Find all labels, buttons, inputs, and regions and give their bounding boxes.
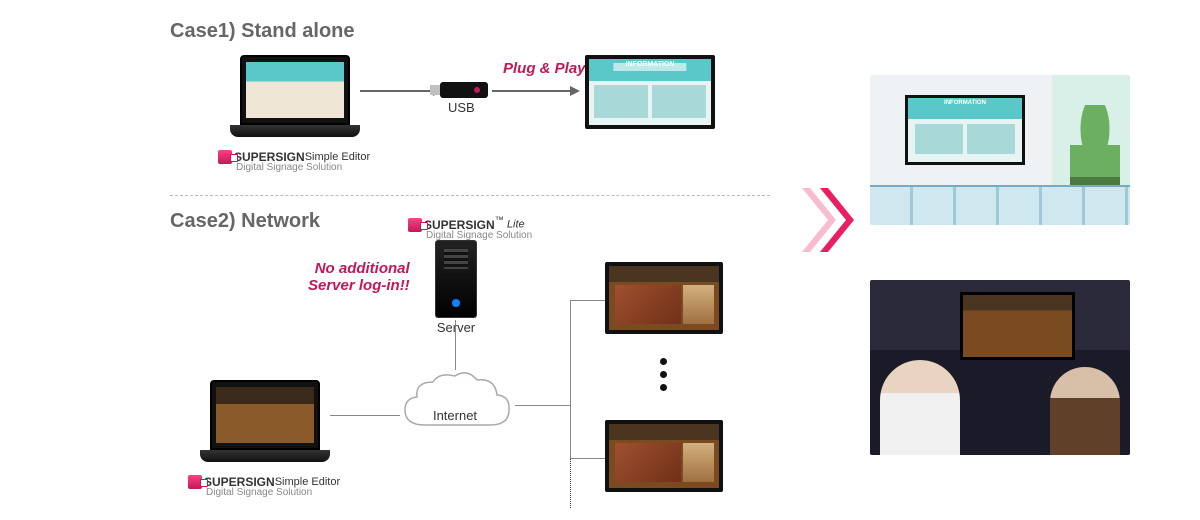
line-branch-v — [570, 300, 571, 458]
callout-line2: Server log-in!! — [308, 277, 410, 294]
person-left-icon — [880, 360, 960, 455]
line-branch-bottom — [570, 458, 605, 459]
case1-display: INFORMATION — [585, 55, 715, 129]
diner-wall-display — [960, 292, 1075, 360]
case1-supersign-logo: SUPERSIGNSimple Editor Digital Signage S… — [218, 150, 370, 173]
scene-restaurant — [870, 280, 1130, 455]
case1-laptop — [230, 55, 360, 140]
person-right-icon — [1050, 367, 1120, 455]
scene-office: INFORMATION — [870, 75, 1130, 225]
case1-callout: Plug & Play!! — [503, 60, 596, 77]
office-tv-title: INFORMATION — [908, 100, 1022, 106]
internet-label: Internet — [395, 408, 515, 423]
case2-laptop — [200, 380, 330, 465]
server-icon — [435, 240, 477, 318]
logo-sub: Digital Signage Solution — [206, 487, 340, 498]
line-branch-top — [570, 300, 605, 301]
logo-sub: Digital Signage Solution — [236, 162, 370, 173]
office-wall-display: INFORMATION — [905, 95, 1025, 165]
line-cloud-branch — [515, 405, 570, 406]
case2-supersign-logo: SUPERSIGNSimple Editor Digital Signage S… — [188, 475, 340, 498]
diagram-container: Case1) Stand alone SUPERSIGNSimple Edito… — [0, 0, 1200, 520]
result-arrow-icon — [800, 180, 860, 265]
case-divider — [170, 195, 770, 196]
case2-callout: No additional Server log-in!! — [308, 260, 410, 294]
line-server-cloud — [455, 320, 456, 370]
line-branch-v-dotted — [570, 458, 571, 508]
line-laptop-cloud — [330, 415, 400, 416]
case2-display-1 — [605, 262, 723, 334]
plant-icon — [1070, 105, 1120, 185]
usb-stick-icon — [440, 82, 488, 98]
supersign-icon — [218, 150, 232, 164]
case2-title: Case2) Network — [170, 210, 320, 233]
internet-cloud-icon: Internet — [395, 370, 515, 440]
ellipsis-dots-icon — [660, 358, 667, 391]
case1-arrow-1 — [360, 90, 435, 92]
tv-info-title: INFORMATION — [589, 61, 711, 68]
case2-display-2 — [605, 420, 723, 492]
seating-icon — [870, 185, 1130, 225]
supersign-icon — [188, 475, 202, 489]
supersign-icon — [408, 218, 422, 232]
tm: ™ — [495, 215, 504, 225]
callout-line1: No additional — [315, 260, 410, 277]
lite-suffix: Lite — [507, 219, 525, 231]
usb-label: USB — [448, 100, 475, 115]
server-label: Server — [435, 320, 477, 335]
case1-arrow-2 — [492, 90, 572, 92]
case2-lite-logo: SUPERSIGN™ Lite Digital Signage Solution — [408, 215, 532, 241]
case1-title: Case1) Stand alone — [170, 20, 355, 43]
